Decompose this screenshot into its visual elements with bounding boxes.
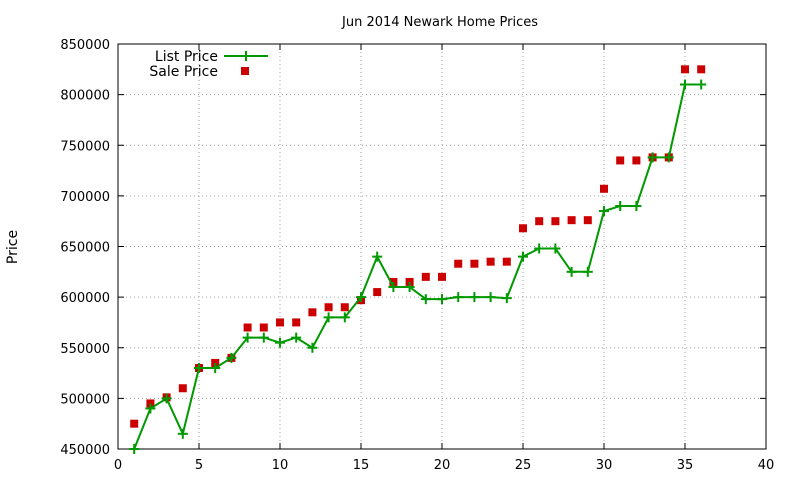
grid [118, 44, 766, 449]
list-price-point [323, 312, 334, 323]
sale-price-point [535, 217, 544, 226]
sale-price-point [324, 303, 333, 312]
sale-price-point [632, 156, 641, 165]
x-tick-label: 20 [434, 458, 451, 473]
x-tick-label: 35 [677, 458, 694, 473]
x-tick-label: 25 [515, 458, 532, 473]
list-price-point [599, 206, 609, 217]
list-price-point [145, 403, 156, 414]
sale-price-point [373, 288, 382, 297]
sale-price-point [292, 318, 301, 327]
x-tick-label: 5 [195, 458, 203, 473]
list-price-point [696, 79, 707, 90]
x-tick-label: 40 [758, 458, 775, 473]
sale-price-point [405, 277, 414, 286]
sale-price-point [502, 257, 511, 266]
legend-label-list-price: List Price [155, 49, 218, 65]
y-axis-label: Price [5, 230, 21, 264]
axis-ticks: 0 5 10 15 20 25 30 35 40 450000 500000 550000 600000… [60, 38, 774, 473]
x-tick-label: 15 [353, 458, 370, 473]
sale-price-point [211, 358, 220, 367]
sale-price-point [178, 384, 187, 393]
legend-marker-sale-price [241, 67, 249, 75]
sale-price-point [697, 65, 706, 74]
list-price-point [161, 393, 172, 404]
y-tick-label: 750000 [60, 139, 110, 154]
sale-price-point [454, 259, 463, 268]
x-tick-label: 30 [596, 458, 613, 473]
sale-price-point [567, 216, 576, 225]
y-tick-label: 600000 [60, 291, 110, 306]
list-price-point [501, 293, 512, 304]
list-price-line [133, 83, 702, 450]
list-price-point [550, 243, 561, 254]
plot-frame [117, 43, 767, 450]
y-tick-label: 700000 [60, 190, 110, 205]
sale-price-point [146, 399, 155, 408]
chart-title: Jun 2014 Newark Home Prices [341, 15, 538, 30]
list-price-point [242, 332, 253, 343]
list-price-point [518, 251, 528, 262]
list-price-point [437, 294, 447, 305]
sale-price-point [130, 419, 139, 428]
y-tick-label: 450000 [60, 443, 110, 458]
x-tick-label: 10 [272, 458, 289, 473]
series-layer [129, 65, 707, 454]
list-price-point [663, 152, 674, 163]
x-tick-label: 0 [114, 458, 122, 473]
list-price-point [582, 266, 593, 277]
series-list-price [129, 79, 707, 454]
y-tick-label: 800000 [60, 89, 110, 104]
list-price-point [485, 292, 496, 303]
list-price-point [258, 332, 269, 343]
sale-price-point [276, 318, 284, 327]
list-price-point [226, 352, 237, 363]
list-price-point [356, 292, 366, 303]
list-price-point [680, 79, 690, 90]
list-price-point [339, 312, 350, 323]
legend: List Price Sale Price [149, 49, 268, 80]
list-price-point [453, 292, 464, 303]
sale-price-point [519, 224, 527, 233]
sale-price-point [243, 323, 252, 332]
list-price-point [615, 201, 626, 211]
y-tick-label: 500000 [60, 392, 110, 407]
sale-price-point [616, 156, 625, 165]
sale-price-point [389, 277, 398, 286]
y-tick-label: 850000 [60, 38, 110, 53]
sale-price-point [308, 308, 317, 317]
list-price-point [631, 201, 642, 211]
list-price-point [210, 363, 221, 373]
list-price-point [129, 444, 140, 454]
list-price-point [534, 243, 545, 254]
list-price-point [194, 363, 204, 373]
list-price-point [566, 266, 577, 277]
list-price-point [307, 342, 318, 353]
sale-price-point [340, 303, 349, 312]
sale-price-point [600, 184, 608, 193]
list-price-point [420, 294, 431, 305]
sale-price-point [551, 217, 560, 226]
list-price-point [275, 337, 285, 348]
list-price-point [647, 152, 658, 163]
y-tick-label: 650000 [60, 241, 110, 256]
sale-price-point [486, 257, 495, 266]
sale-price-point [259, 323, 268, 332]
sale-price-point [470, 259, 479, 268]
list-price-point [388, 282, 399, 292]
list-price-point [177, 428, 188, 439]
list-price-point [372, 251, 383, 262]
sale-price-point [421, 272, 430, 281]
y-tick-label: 550000 [60, 342, 110, 357]
legend-marker-list-price [241, 51, 251, 61]
legend-label-sale-price: Sale Price [149, 64, 218, 80]
sale-price-point [583, 216, 592, 225]
list-price-point [469, 292, 480, 303]
sale-price-point [681, 65, 689, 74]
sale-price-point [438, 272, 446, 281]
list-price-point [291, 332, 302, 343]
list-price-point [404, 282, 415, 292]
